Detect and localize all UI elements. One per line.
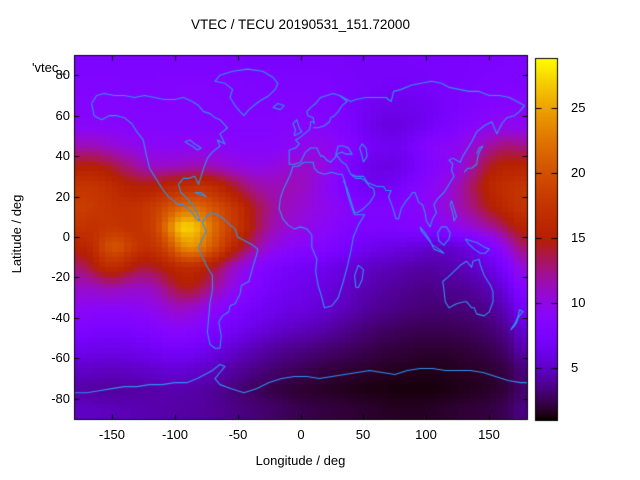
x-tick-label: -50 xyxy=(228,427,248,442)
y-tick-label: -60 xyxy=(51,350,70,365)
x-tick-label: 0 xyxy=(297,427,305,442)
x-tick-label: -100 xyxy=(161,427,189,442)
y-tick-label: -40 xyxy=(51,310,70,325)
colorbar-tick-label: 5 xyxy=(571,360,579,375)
colorbar-tick-label: 25 xyxy=(571,100,586,115)
y-axis-label: Latitude / deg xyxy=(9,194,24,274)
colorbar-tick-label: 20 xyxy=(571,165,586,180)
x-tick-label: 50 xyxy=(355,427,371,442)
chart-title: VTEC / TECU 20190531_151.72000 xyxy=(191,17,410,32)
x-tick-label: 150 xyxy=(478,427,500,442)
colorbar-tick-label: 15 xyxy=(571,230,586,245)
x-axis-label: Longitude / deg xyxy=(255,453,346,468)
colorbar-tick-label: 10 xyxy=(571,295,586,310)
x-tick-label: 100 xyxy=(415,427,437,442)
y-tick-label: 0 xyxy=(62,229,70,244)
y-tick-label: 80 xyxy=(55,67,70,82)
legend-series-label: 'vtec_ xyxy=(32,60,66,75)
y-tick-label: -20 xyxy=(51,269,70,284)
y-tick-label: 60 xyxy=(55,108,70,123)
x-tick-label: -150 xyxy=(98,427,126,442)
y-tick-label: 20 xyxy=(55,189,70,204)
y-tick-label: 40 xyxy=(55,148,70,163)
y-tick-label: -80 xyxy=(51,391,70,406)
